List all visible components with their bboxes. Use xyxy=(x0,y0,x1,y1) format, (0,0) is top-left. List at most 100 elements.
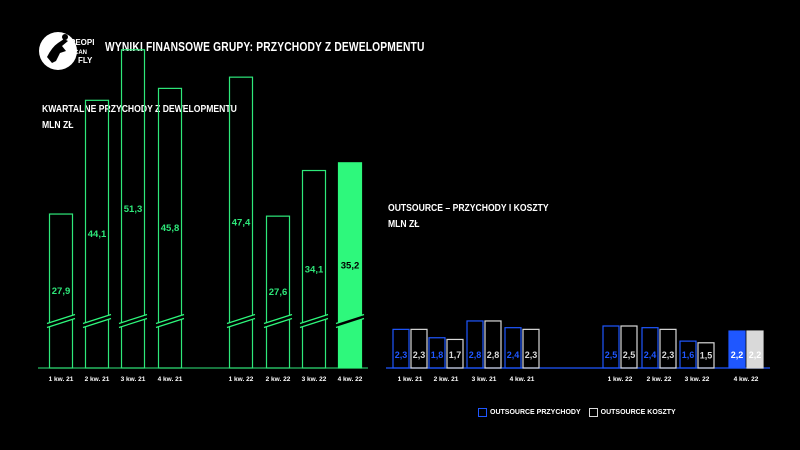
chart1-break-mark xyxy=(82,317,112,329)
chart1-data-label: 44,1 xyxy=(88,229,107,240)
chart2-bar-costs xyxy=(522,328,540,369)
legend-item-costs: OUTSOURCE KOSZTY xyxy=(588,407,676,417)
chart2-data-label-revenue: 1,8 xyxy=(431,350,444,360)
chart1-break-mark xyxy=(46,317,76,329)
chart1-tick-label: 2 kw. 22 xyxy=(266,376,291,383)
chart1-break-mark xyxy=(263,317,293,329)
chart2-tick-label: 1 kw. 21 xyxy=(398,376,423,383)
chart1-tick-label: 1 kw. 21 xyxy=(49,376,74,383)
chart1-break-gap xyxy=(118,314,148,328)
chart1-data-label: 27,9 xyxy=(52,286,71,297)
chart1-break-gap xyxy=(155,314,185,328)
chart1-bar xyxy=(120,49,146,369)
legend-label-costs: OUTSOURCE KOSZTY xyxy=(600,408,676,416)
chart2-bar-revenue xyxy=(641,327,659,369)
chart1-data-label: 45,8 xyxy=(161,223,180,234)
chart2-bar-revenue xyxy=(392,328,410,369)
chart2-title: OUTSOURCE – PRZYCHODY I KOSZTY xyxy=(388,202,549,214)
chart1-break-gap xyxy=(226,314,256,328)
chart2-data-label-costs: 2,3 xyxy=(413,350,426,360)
chart1-break-gap xyxy=(299,314,329,328)
chart2-bar-costs xyxy=(484,320,502,369)
chart2-title-block: OUTSOURCE – PRZYCHODY I KOSZTY MLN ZŁ xyxy=(388,200,549,232)
chart1-break-mark xyxy=(118,317,148,329)
chart1-data-label: 51,3 xyxy=(124,204,143,215)
chart1-data-label: 34,1 xyxy=(305,264,324,275)
chart1-break-mark xyxy=(299,317,329,329)
chart1-break-gap xyxy=(335,314,365,328)
chart1-break-gap xyxy=(46,314,76,328)
chart2-tick-label: 2 kw. 21 xyxy=(434,376,459,383)
chart1-title: KWARTALNE PRZYCHODY Z DEWELOPMENTU xyxy=(42,103,237,115)
chart2-data-label-revenue: 2,8 xyxy=(469,350,482,360)
chart1-bar xyxy=(301,169,327,369)
chart2-subtitle: MLN ZŁ xyxy=(388,218,420,230)
chart2-data-label-costs: 1,7 xyxy=(449,350,462,360)
chart2-bar-revenue xyxy=(466,320,484,369)
chart2-bar-costs xyxy=(446,338,464,369)
chart1-break-mark xyxy=(155,317,185,329)
people-can-fly-logo: PEOPLE CAN FLY xyxy=(39,32,94,70)
chart1-break-gap xyxy=(82,314,112,328)
chart1-data-label: 47,4 xyxy=(232,218,251,229)
chart2-bar-revenue xyxy=(602,325,620,369)
chart1-break-mark xyxy=(46,313,76,325)
legend-swatch-costs xyxy=(588,407,598,417)
chart2-bar-revenue xyxy=(504,327,522,369)
chart2-data-label-costs: 2,8 xyxy=(487,350,500,360)
chart1-tick-label: 4 kw. 22 xyxy=(338,376,363,383)
chart1-bar xyxy=(157,87,183,369)
legend-swatch-revenue xyxy=(478,407,487,417)
chart1-bar xyxy=(48,213,74,369)
chart2-bar-costs xyxy=(659,328,677,369)
chart1-break-mark xyxy=(226,313,256,325)
chart1-bar xyxy=(228,76,254,369)
chart2-data-label-revenue: 2,4 xyxy=(644,350,657,360)
chart1-bar xyxy=(84,99,110,369)
legend-label-revenue: OUTSOURCE PRZYCHODY xyxy=(490,408,581,416)
chart1-break-mark xyxy=(263,313,293,325)
chart1-break-mark xyxy=(82,313,112,325)
chart2-legend: OUTSOURCE PRZYCHODY OUTSOURCE KOSZTY xyxy=(478,405,684,419)
chart2-data-label-revenue: 2,4 xyxy=(507,350,520,360)
chart1-break-mark xyxy=(335,317,365,329)
chart1-tick-label: 1 kw. 22 xyxy=(229,376,254,383)
logo-text-2: CAN xyxy=(74,50,87,56)
chart2-tick-label: 4 kw. 21 xyxy=(510,376,535,383)
chart2-data-label-costs: 1,5 xyxy=(700,350,713,360)
chart1-data-label: 27,6 xyxy=(269,287,288,298)
legend-item-revenue: OUTSOURCE PRZYCHODY xyxy=(478,407,581,417)
chart1-break-mark xyxy=(155,313,185,325)
chart1-bar xyxy=(265,215,291,369)
chart2-data-label-revenue: 1,6 xyxy=(682,350,695,360)
chart2-tick-label: 3 kw. 22 xyxy=(685,376,710,383)
chart1-tick-label: 3 kw. 22 xyxy=(302,376,327,383)
chart2-bar-revenue xyxy=(428,337,446,369)
chart1-break-mark xyxy=(118,313,148,325)
chart1-title-block: KWARTALNE PRZYCHODY Z DEWELOPMENTU MLN Z… xyxy=(42,101,237,133)
chart2-tick-label: 2 kw. 22 xyxy=(647,376,672,383)
chart2-tick-label: 4 kw. 22 xyxy=(734,376,759,383)
chart2-tick-label: 3 kw. 21 xyxy=(472,376,497,383)
chart2-bar-costs xyxy=(746,330,764,369)
chart1-subtitle: MLN ZŁ xyxy=(42,119,74,131)
chart2-data-label-costs: 2,5 xyxy=(623,350,636,360)
chart1-tick-label: 2 kw. 21 xyxy=(85,376,110,383)
chart2-data-label-costs: 2,3 xyxy=(525,350,538,360)
chart2-bar-costs xyxy=(620,325,638,369)
chart2-bar-revenue xyxy=(679,340,697,369)
logo-text-3: FLY xyxy=(78,56,93,65)
chart2-data-label-costs: 2,2 xyxy=(749,350,762,360)
chart2-data-label-costs: 2,3 xyxy=(662,350,675,360)
chart1-tick-label: 3 kw. 21 xyxy=(121,376,146,383)
chart1-break-mark xyxy=(335,313,365,325)
chart1-data-label: 35,2 xyxy=(341,260,360,271)
logo-text-1: PEOPLE xyxy=(70,38,94,47)
chart1-break-mark xyxy=(226,317,256,329)
chart2-bar-costs xyxy=(697,342,715,369)
chart2-data-label-revenue: 2,2 xyxy=(731,350,744,360)
chart2-data-label-revenue: 2,3 xyxy=(395,350,408,360)
page-title: WYNIKI FINANSOWE GRUPY: PRZYCHODY Z DEWE… xyxy=(105,40,425,54)
chart2-bar-revenue xyxy=(728,330,746,369)
chart2-data-label-revenue: 2,5 xyxy=(605,350,618,360)
